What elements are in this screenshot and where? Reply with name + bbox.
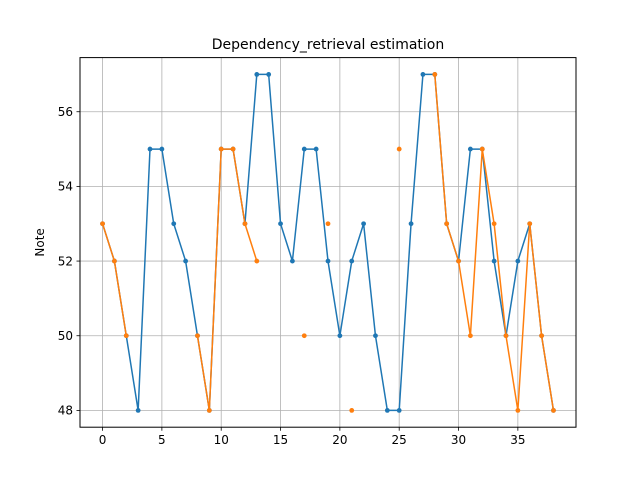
data-point (467, 333, 473, 339)
data-point (491, 221, 497, 227)
data-point (195, 333, 200, 339)
data-point (135, 408, 141, 413)
data-point (112, 258, 117, 264)
data-point (278, 221, 283, 227)
data-point (301, 146, 307, 152)
data-point (349, 258, 355, 264)
data-point (515, 408, 521, 413)
data-point (171, 221, 177, 227)
x-tick-label: 30 (451, 433, 466, 447)
x-tick-label: 35 (510, 433, 525, 447)
data-point (444, 221, 450, 227)
plot-frame (79, 57, 577, 428)
data-point (551, 408, 556, 413)
data-point (159, 146, 165, 152)
data-point (325, 258, 331, 264)
series-2 (100, 72, 556, 413)
data-point (373, 333, 378, 339)
data-point (491, 258, 497, 264)
data-point (254, 72, 260, 77)
y-axis-label: Note (33, 228, 47, 256)
data-point (384, 408, 390, 413)
data-point (349, 408, 355, 413)
data-point (301, 333, 307, 339)
data-point (539, 333, 544, 339)
ticks: 0 5 10 15 20 25 30 35 48 50 52 54 56 (58, 105, 526, 447)
series-group (100, 72, 556, 413)
data-point (313, 146, 319, 152)
y-tick-label: 54 (58, 180, 73, 194)
y-tick-label: 52 (58, 254, 73, 268)
data-point (420, 72, 426, 77)
chart-title: Dependency_retrieval estimation (212, 37, 444, 53)
x-tick-label: 0 (99, 433, 107, 447)
data-point (218, 146, 224, 152)
data-point (183, 258, 189, 264)
data-point (266, 72, 272, 77)
data-point (242, 221, 248, 227)
data-point (100, 221, 105, 227)
y-tick-label: 50 (58, 329, 73, 343)
data-point (479, 146, 485, 152)
data-point (396, 146, 402, 152)
data-point (254, 258, 260, 264)
data-point (396, 408, 402, 413)
data-point (123, 333, 129, 339)
data-point (432, 72, 438, 77)
data-point (147, 146, 153, 152)
data-point (230, 146, 236, 152)
data-point (408, 221, 414, 227)
data-point (527, 221, 533, 227)
x-tick-label: 25 (392, 433, 407, 447)
x-tick-label: 10 (214, 433, 229, 447)
data-point (290, 258, 295, 264)
y-tick-label: 48 (58, 404, 73, 418)
data-point (515, 258, 521, 264)
data-point (467, 146, 473, 152)
x-tick-label: 15 (273, 433, 288, 447)
data-point (503, 333, 509, 339)
data-point (456, 258, 461, 264)
data-point (337, 333, 343, 339)
x-tick-label: 20 (332, 433, 347, 447)
grid (80, 57, 576, 428)
data-point (206, 408, 212, 413)
y-tick-label: 56 (58, 105, 73, 119)
series-line (196, 148, 258, 412)
data-point (325, 221, 331, 227)
data-point (361, 221, 366, 227)
x-tick-label: 5 (158, 433, 166, 447)
